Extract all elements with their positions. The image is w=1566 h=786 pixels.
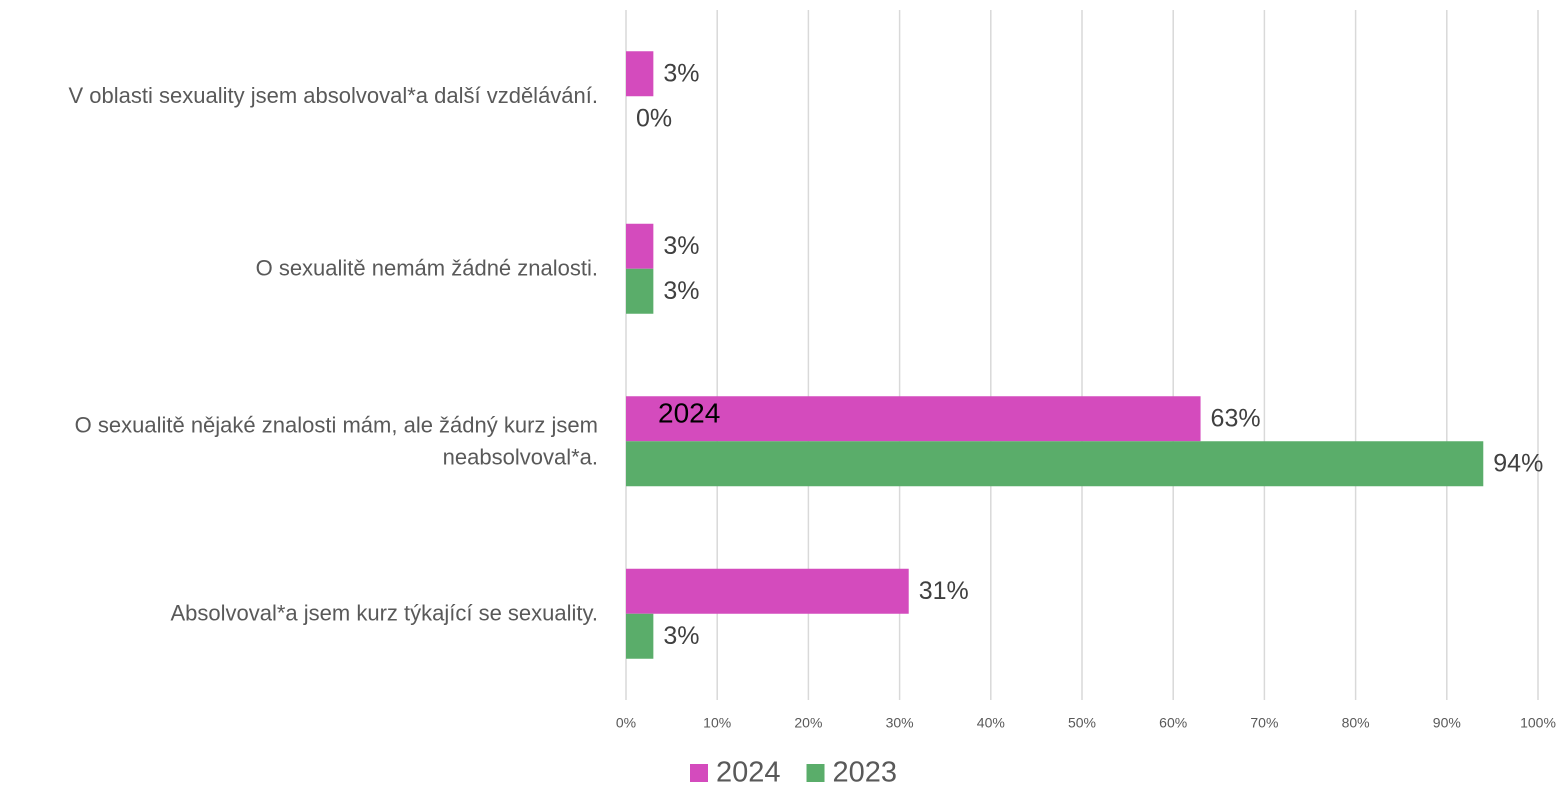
x-tick-label: 30%	[886, 715, 914, 731]
legend-label: 2024	[716, 757, 781, 786]
x-tick-label: 100%	[1520, 715, 1556, 731]
bar	[626, 268, 654, 314]
x-tick-label: 0%	[616, 715, 636, 731]
bar	[626, 223, 654, 269]
bar	[626, 396, 1201, 442]
y-tick-label: Absolvoval*a jsem kurz týkající se sexua…	[170, 601, 598, 626]
x-tick-label: 70%	[1250, 715, 1278, 731]
bar	[626, 51, 654, 97]
data-label: 31%	[919, 577, 969, 605]
bar	[626, 441, 1484, 487]
legend-swatch	[690, 764, 708, 782]
data-label: 3%	[663, 232, 699, 260]
data-label: 3%	[663, 277, 699, 305]
data-label: 94%	[1493, 449, 1543, 477]
bar	[626, 568, 909, 614]
x-tick-label: 90%	[1433, 715, 1461, 731]
bar	[626, 613, 654, 659]
x-tick-label: 60%	[1159, 715, 1187, 731]
x-tick-label: 80%	[1342, 715, 1370, 731]
x-tick-label: 20%	[794, 715, 822, 731]
legend-label: 2023	[833, 757, 898, 786]
data-label: 63%	[1211, 404, 1261, 432]
x-tick-label: 50%	[1068, 715, 1096, 731]
data-label: 0%	[636, 104, 672, 132]
data-label: 3%	[663, 59, 699, 87]
y-tick-label: O sexualitě nemám žádné znalosti.	[256, 256, 598, 281]
annotation: 2024	[658, 398, 720, 429]
y-tick-label: V oblasti sexuality jsem absolvoval*a da…	[69, 83, 599, 108]
x-tick-label: 40%	[977, 715, 1005, 731]
y-tick-label: O sexualitě nějaké znalosti mám, ale žád…	[75, 412, 598, 469]
data-label: 3%	[663, 622, 699, 650]
legend-swatch	[806, 764, 825, 782]
x-tick-label: 10%	[703, 715, 731, 731]
